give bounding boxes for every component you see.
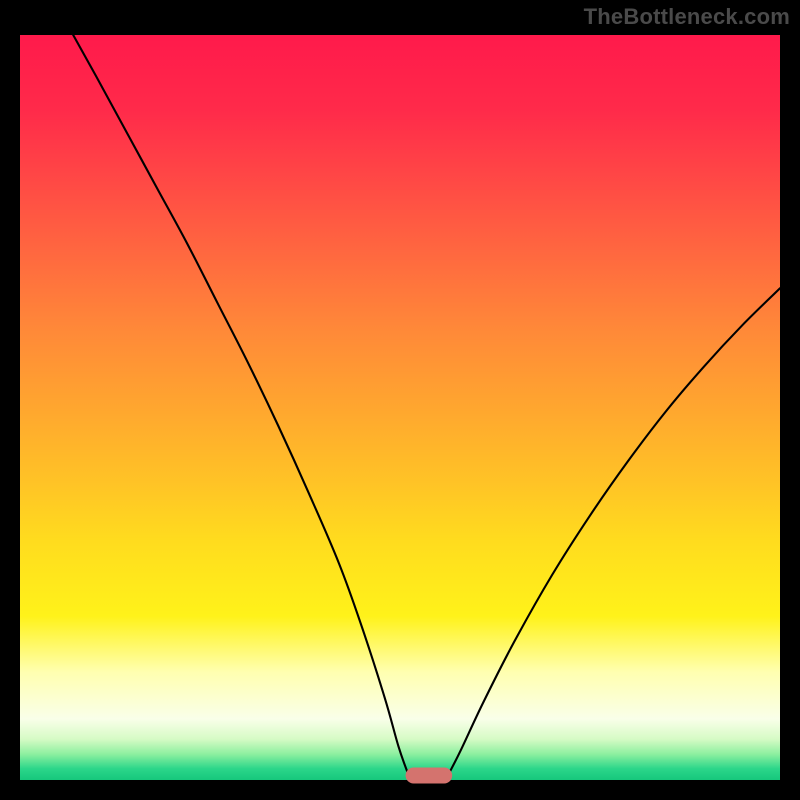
- optimal-marker: [406, 768, 452, 783]
- chart-canvas: TheBottleneck.com: [0, 0, 800, 800]
- bottleneck-curve-chart: [0, 0, 800, 800]
